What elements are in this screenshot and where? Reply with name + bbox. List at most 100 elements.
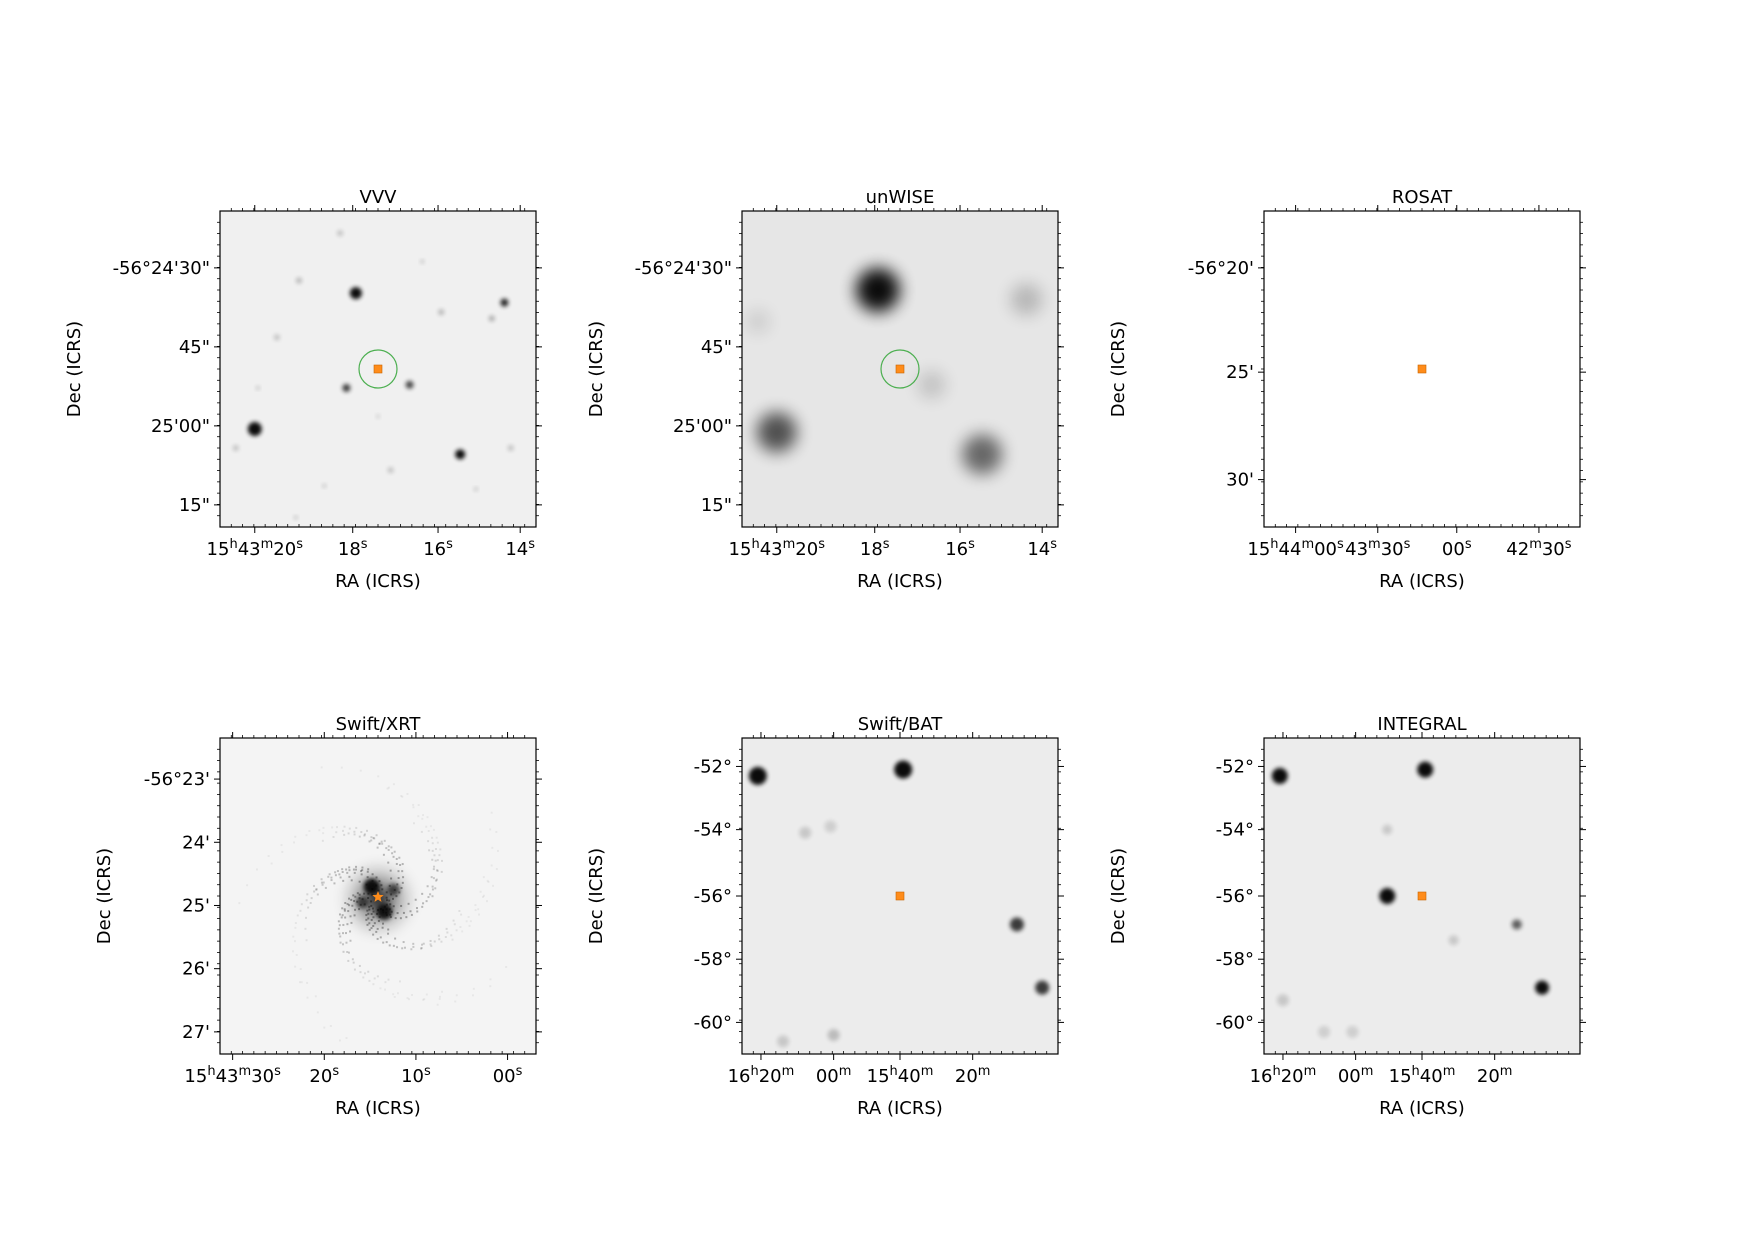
point-source <box>1382 824 1393 835</box>
y-tick-label: 24' <box>182 832 210 853</box>
photon <box>478 913 481 916</box>
photon <box>459 926 462 929</box>
photon <box>477 908 480 911</box>
photon <box>337 927 340 930</box>
photon <box>339 876 342 879</box>
y-tick-label: 26' <box>182 959 210 980</box>
x-tick-label: 18s <box>860 537 890 560</box>
photon <box>295 953 298 956</box>
photon <box>410 913 413 916</box>
photon <box>347 910 350 913</box>
photon <box>376 937 379 940</box>
photon <box>310 897 313 900</box>
photon <box>429 825 432 828</box>
photon <box>420 830 423 833</box>
photon <box>370 839 373 842</box>
photon <box>425 900 428 903</box>
photon <box>360 831 363 834</box>
x-tick-label: 20s <box>309 1064 339 1087</box>
photon <box>315 888 318 891</box>
photon <box>469 920 472 923</box>
photon <box>417 815 420 818</box>
photon <box>438 995 441 998</box>
photon <box>339 941 342 944</box>
point-source <box>917 370 946 399</box>
photon <box>321 839 324 842</box>
photon <box>430 945 433 948</box>
photon <box>421 892 424 895</box>
photon <box>408 998 411 1001</box>
x-tick-label: 43m30s <box>1345 537 1410 560</box>
photon <box>450 934 453 937</box>
photon <box>390 846 393 849</box>
x-tick-label: 15h40m <box>1389 1064 1456 1087</box>
photon <box>482 894 485 897</box>
photon <box>377 775 380 778</box>
point-source <box>827 1029 840 1042</box>
photon <box>338 913 341 916</box>
photon <box>453 923 456 926</box>
photon <box>358 964 361 967</box>
y-axis-label: Dec (ICRS) <box>586 848 607 944</box>
photon <box>353 833 356 836</box>
photon <box>433 865 436 868</box>
photon <box>422 998 425 1001</box>
panel-unwise: unWISE 15h43m20s 18s 16s 14s -56°24'30" 45" 25'… <box>586 187 1064 592</box>
point-source <box>1346 1025 1359 1038</box>
photon <box>436 1003 439 1006</box>
photon <box>347 832 350 835</box>
photon <box>428 849 431 852</box>
photon <box>434 848 437 851</box>
photon <box>322 832 325 835</box>
photon <box>427 840 430 843</box>
photon <box>316 893 319 896</box>
photon <box>406 792 409 795</box>
point-source <box>405 380 414 389</box>
image-sources <box>1271 761 1550 1038</box>
photon <box>452 919 455 922</box>
x-tick-label: 00s <box>1442 537 1472 560</box>
panel-rosat: ROSAT 15h44m00s 43m30s 00s 42m30s -56°20' 25' 3… <box>1108 187 1586 592</box>
photon <box>395 862 398 865</box>
photon <box>471 994 474 997</box>
photon <box>392 855 395 858</box>
photon <box>315 888 318 891</box>
x-tick-label: 16h20m <box>1250 1064 1317 1087</box>
photon <box>444 936 447 939</box>
x-axis-label: RA (ICRS) <box>857 1098 943 1119</box>
x-tick-label: 16h20m <box>728 1064 795 1087</box>
photon <box>387 845 390 848</box>
photon <box>454 1000 457 1003</box>
photon <box>294 965 297 968</box>
photon <box>387 786 390 789</box>
photon <box>387 848 390 851</box>
y-tick-label: -56° <box>694 886 732 907</box>
point-source <box>1511 919 1522 930</box>
error-circle <box>358 349 398 389</box>
photon <box>321 883 324 886</box>
photon <box>306 996 309 999</box>
point-source <box>1535 980 1550 995</box>
point-source <box>855 268 900 312</box>
photon <box>306 893 309 896</box>
photon <box>505 965 508 968</box>
photon <box>313 884 316 887</box>
y-tick-label: -56°24'30" <box>635 258 732 279</box>
photon <box>334 871 337 874</box>
photon <box>337 920 340 923</box>
photon <box>380 840 383 843</box>
photon <box>341 871 344 874</box>
x-axis-label: RA (ICRS) <box>1379 571 1465 592</box>
point-source <box>824 820 837 833</box>
photon <box>392 993 395 996</box>
photon <box>293 940 296 943</box>
photon <box>415 907 418 910</box>
photon <box>402 876 405 879</box>
photon <box>479 890 482 893</box>
photon <box>267 855 270 858</box>
y-tick-label: 45" <box>179 337 210 358</box>
x-tick-label: 15h43m20s <box>207 537 304 560</box>
y-tick-label: 25'00" <box>151 416 210 437</box>
point-source <box>1009 917 1024 932</box>
point-source <box>293 515 298 520</box>
